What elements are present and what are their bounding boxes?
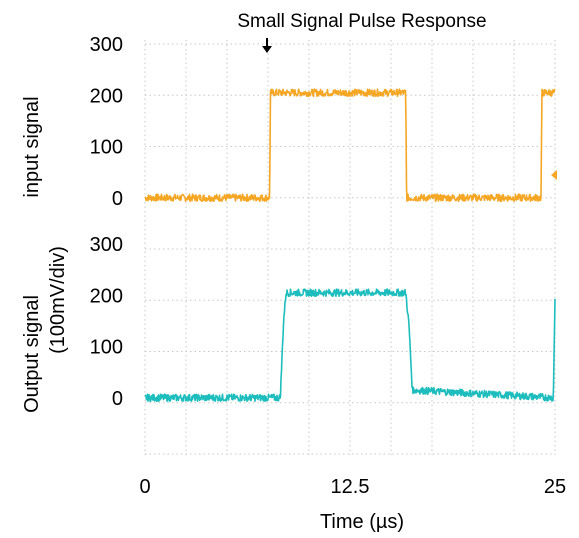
trigger-marker <box>262 38 272 53</box>
input-y-tick-label: 100 <box>90 137 123 159</box>
input-y-tick-label: 200 <box>90 85 123 107</box>
x-tick-label: 25 <box>544 476 566 498</box>
traces <box>144 88 557 403</box>
x-tick-label: 12.5 <box>331 476 370 498</box>
input-signal-trace <box>144 88 556 203</box>
level-marker <box>551 170 557 180</box>
output-y-tick-label: 300 <box>90 234 123 256</box>
chart-title: Small Signal Pulse Response <box>237 11 486 32</box>
output-y-tick-label: 100 <box>90 337 123 359</box>
output-y-tick-label: 200 <box>90 285 123 307</box>
input-y-tick-label: 300 <box>90 34 123 56</box>
input-y-axis-label: input signal <box>21 96 43 197</box>
output-y-axis-label: Output signal <box>21 295 43 413</box>
grid <box>144 40 556 455</box>
x-tick-label: 0 <box>139 476 150 498</box>
x-axis-label: Time (µs) <box>320 511 404 533</box>
y-axis-labels: input signal Output signal (100mV/div) <box>21 96 69 413</box>
output-signal-trace <box>144 288 556 403</box>
output-y-tick-label: 0 <box>112 388 123 410</box>
x-tick-labels: 0 12.5 25 <box>139 476 566 498</box>
y-tick-labels: 300 200 100 0 300 200 100 0 <box>90 34 123 410</box>
input-y-tick-label: 0 <box>112 188 123 210</box>
trigger-arrow-head <box>262 46 272 53</box>
output-y-axis-label: (100mV/div) <box>47 246 69 354</box>
